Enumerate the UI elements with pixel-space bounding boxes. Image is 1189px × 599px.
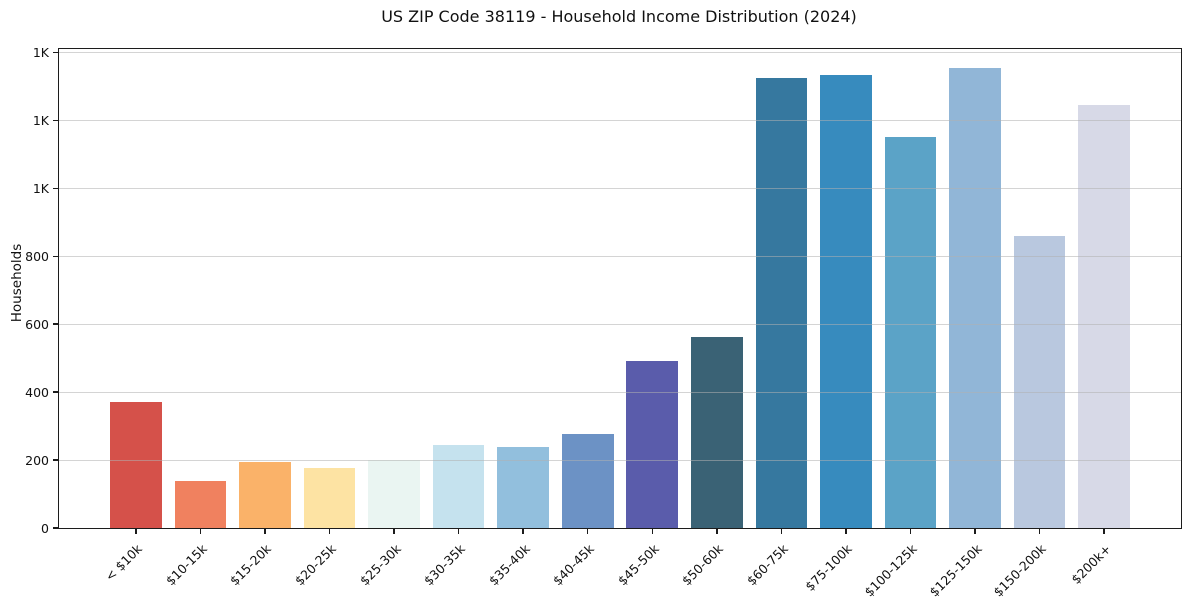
x-tick-label: < $10k: [102, 541, 146, 585]
x-tick-mark: [716, 529, 718, 534]
gridline: [59, 323, 1181, 325]
x-tick-label: $45-50k: [614, 541, 662, 589]
y-tick-label: 0: [41, 520, 49, 536]
y-tick-label: 1K: [32, 180, 49, 196]
y-tick-label: 600: [25, 316, 49, 332]
y-tick-mark: [53, 119, 58, 122]
plot-area: 0 200 400 600 800 1K 1K 1K < $10k $10-15k $15-20k $…: [25, 45, 1182, 599]
bar: [174, 481, 227, 528]
bar: [432, 444, 485, 528]
x-tick-mark: [974, 529, 976, 534]
x-tick-label: $20-25k: [291, 541, 339, 589]
x-tick-label: $30-35k: [420, 541, 468, 589]
y-tick-label: 200: [25, 452, 49, 468]
x-tick-mark: [135, 529, 137, 534]
y-tick-label: 1K: [32, 44, 49, 60]
x-tick-mark: [587, 529, 589, 534]
x-tick-label: $100-125k: [861, 541, 920, 599]
y-tick-mark: [53, 187, 58, 189]
x-tick-label: $50-60k: [679, 541, 727, 589]
x-tick-label: $150-200k: [990, 541, 1049, 599]
bar: [949, 68, 1001, 528]
x-tick-mark: [199, 529, 202, 534]
bar: [1013, 235, 1066, 528]
x-tick-label: $75-100k: [802, 541, 856, 594]
y-tick-mark: [53, 391, 58, 393]
x-tick-label: $200k+: [1067, 541, 1114, 587]
bar: [1078, 104, 1130, 528]
x-tick-label: $35-40k: [485, 541, 533, 589]
x-tick-mark: [651, 529, 653, 534]
x-tick-mark: [845, 529, 847, 534]
gridline: [59, 119, 1181, 121]
bar: [239, 462, 291, 528]
x-tick-mark: [264, 529, 266, 534]
y-tick-mark: [53, 459, 58, 461]
x-tick-mark: [457, 529, 460, 534]
y-tick-mark: [53, 51, 58, 54]
x-tick-label: $15-20k: [227, 541, 275, 589]
x-tick-label: $40-45k: [550, 541, 598, 589]
bar: [884, 136, 937, 528]
bar: [110, 401, 162, 528]
x-tick-mark: [909, 529, 912, 534]
x-tick-label: $125-150k: [926, 541, 985, 599]
y-tick-mark: [53, 323, 58, 325]
bar: [497, 446, 549, 528]
bar: [755, 78, 808, 528]
gridline: [59, 391, 1181, 393]
bar: [820, 74, 872, 528]
y-tick-mark: [53, 527, 58, 529]
bar: [368, 460, 420, 528]
x-tick-label: $60-75k: [743, 541, 791, 589]
x-tick-label: $25-30k: [356, 541, 404, 589]
bar: [303, 467, 356, 528]
x-tick-mark: [1103, 529, 1105, 534]
gridline: [59, 51, 1181, 53]
y-tick-mark: [53, 255, 58, 257]
bar: [561, 433, 614, 528]
gridline: [59, 255, 1181, 257]
bar: [626, 360, 679, 528]
x-tick-mark: [522, 529, 524, 534]
y-tick-label: 800: [25, 248, 49, 264]
x-tick-label: $10-15k: [162, 541, 210, 589]
x-tick-mark: [1038, 529, 1041, 534]
y-tick-label: 1K: [32, 112, 49, 128]
chart-title: US ZIP Code 38119 - Household Income Dis…: [381, 7, 857, 26]
gridline: [59, 187, 1181, 189]
x-tick-mark: [328, 529, 331, 534]
x-tick-mark: [780, 529, 783, 534]
bar: [691, 336, 743, 528]
gridline: [59, 459, 1181, 461]
y-tick-label: 400: [25, 384, 49, 400]
x-tick-mark: [393, 529, 395, 534]
